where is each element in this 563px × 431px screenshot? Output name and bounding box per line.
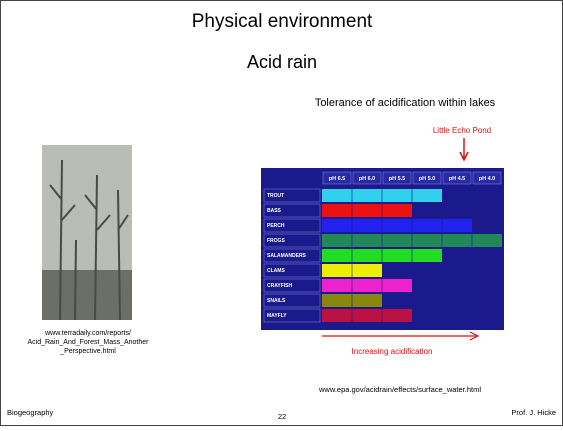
row-label: CLAMS (267, 268, 285, 274)
photo (42, 145, 132, 320)
row-label: TROUT (267, 193, 284, 199)
tolerance-bar (322, 219, 472, 232)
footer-right: Prof. J. Hicke (511, 408, 556, 417)
page-number: 22 (278, 412, 286, 421)
slide: Physical environment Acid rain Tolerance… (0, 0, 563, 426)
column-header: pH 4.0 (479, 176, 496, 182)
row-label: MAYFLY (267, 313, 287, 319)
figure-title: Tolerance of acidification within lakes (315, 97, 496, 109)
row-label: BASS (267, 208, 282, 214)
column-header: pH 6.5 (329, 176, 346, 182)
photo-caption: Acid_Rain_And_Forest_Mass_Another (27, 339, 149, 346)
row-label: SNAILS (267, 298, 286, 304)
arrow-label: Increasing acidification (352, 347, 433, 356)
tolerance-bar (322, 279, 412, 292)
footer-left: Biogeography (7, 408, 54, 417)
photo-caption: www.terradaily.com/reports/ (44, 330, 131, 337)
column-header: pH 5.0 (419, 176, 436, 182)
row-label: PERCH (267, 223, 285, 229)
column-header: pH 6.0 (359, 176, 376, 182)
source: www.epa.gov/acidrain/effects/surface_wat… (318, 385, 481, 394)
row-label: FROGS (267, 238, 285, 244)
tolerance-bar (322, 204, 412, 217)
row-label: CRAYFISH (267, 283, 292, 289)
tolerance-bar (322, 309, 412, 322)
row-label: SALAMANDERS (267, 253, 307, 259)
column-header: pH 4.5 (449, 176, 466, 182)
annotation: Little Echo Pond (433, 126, 491, 135)
slide-title: Physical environment (192, 11, 373, 32)
slide-subtitle: Acid rain (247, 52, 317, 72)
column-header: pH 5.5 (389, 176, 406, 182)
photo-caption: _Perspective.html (59, 348, 116, 355)
